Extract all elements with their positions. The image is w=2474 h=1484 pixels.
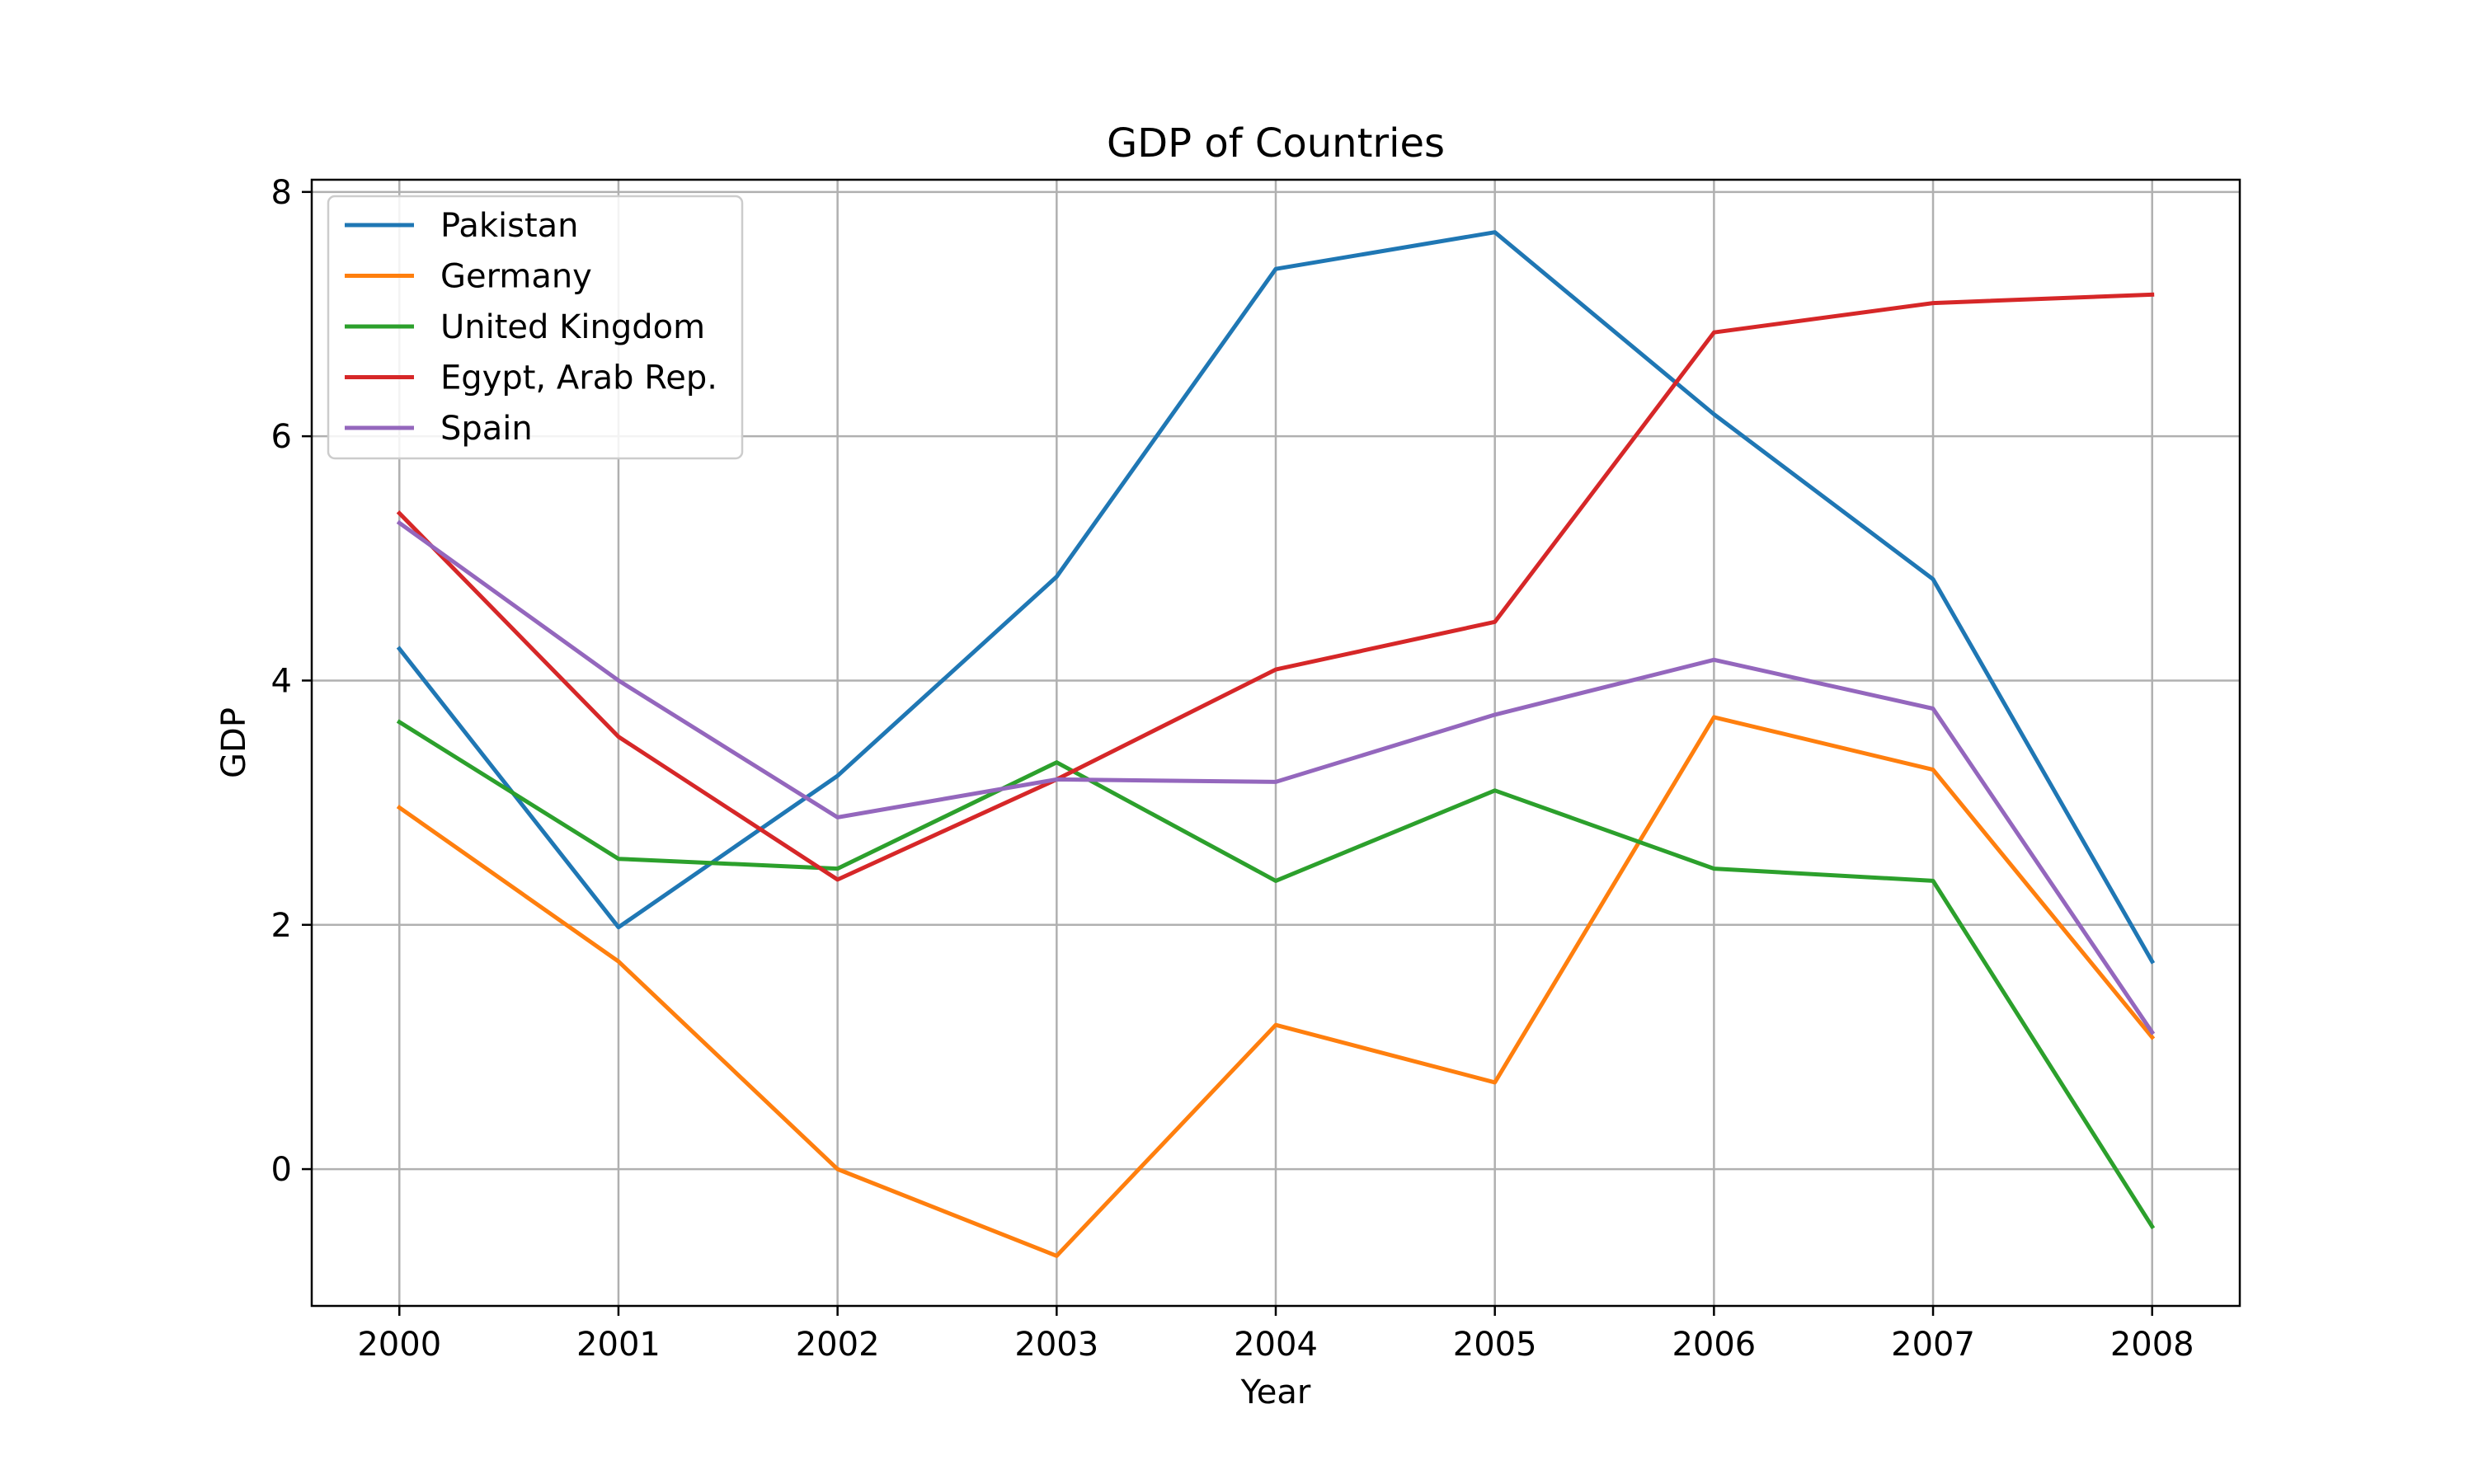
series-line-pakistan <box>396 230 2156 965</box>
legend-label-germany: Germany <box>440 258 592 296</box>
y-axis-label: GDP <box>215 707 253 778</box>
series-lines <box>396 230 2156 1258</box>
x-tick-label: 2001 <box>576 1326 661 1364</box>
y-tick-label: 2 <box>271 907 292 945</box>
x-tick-label: 2007 <box>1891 1326 1975 1364</box>
legend-label-pakistan: Pakistan <box>440 207 579 245</box>
series-line-egypt-arab-rep <box>396 292 2155 882</box>
y-tick-label: 0 <box>271 1151 292 1189</box>
y-axis-ticks: 0 2 4 6 8 <box>271 174 312 1189</box>
x-tick-label: 2006 <box>1672 1326 1756 1364</box>
x-axis-label: Year <box>1240 1374 1311 1411</box>
x-tick-label: 2002 <box>796 1326 880 1364</box>
x-tick-label: 2003 <box>1014 1326 1098 1364</box>
y-tick-label: 8 <box>271 174 292 212</box>
x-tick-label: 2005 <box>1453 1326 1537 1364</box>
y-tick-label: 4 <box>271 662 292 700</box>
legend: Pakistan Germany United Kingdom Egypt, Arab… <box>327 195 744 460</box>
series-line-united-kingdom <box>396 719 2156 1230</box>
grid <box>312 180 2240 1306</box>
x-tick-label: 2004 <box>1234 1326 1318 1364</box>
y-tick-label: 6 <box>271 418 292 456</box>
x-axis-ticks: 2000 2001 2002 2003 2004 2005 2006 2007 2008 <box>357 1306 2194 1364</box>
chart-title: GDP of Countries <box>1107 120 1445 167</box>
series-line-germany <box>396 715 2156 1258</box>
legend-label-united-kingdom: United Kingdom <box>440 308 705 346</box>
x-tick-label: 2008 <box>2110 1326 2194 1364</box>
series-line-spain <box>396 519 2156 1036</box>
legend-label-egypt-arab-rep: Egypt, Arab Rep. <box>440 359 717 397</box>
x-tick-label: 2000 <box>357 1326 441 1364</box>
legend-label-spain: Spain <box>440 410 533 448</box>
legend-box <box>327 195 744 460</box>
